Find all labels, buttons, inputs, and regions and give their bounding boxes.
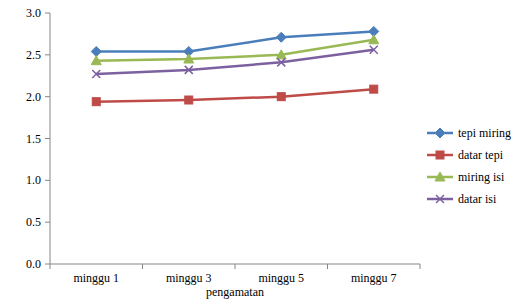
legend-label: miring isi [458, 170, 505, 184]
x-tick-label: minggu 3 [166, 271, 212, 285]
series-marker [276, 32, 286, 42]
series-marker [276, 50, 286, 59]
series-marker [92, 98, 100, 106]
y-tick [45, 264, 50, 265]
x-tick [142, 264, 143, 269]
x-tick-label: minggu 1 [73, 271, 119, 285]
series-line [96, 50, 374, 74]
series-marker [184, 54, 194, 63]
series-marker [370, 46, 378, 54]
y-tick [45, 180, 50, 181]
series-marker [185, 66, 193, 74]
series-marker [369, 35, 379, 44]
y-tick [45, 54, 50, 55]
y-tick-label: 2.0 [26, 90, 41, 104]
x-tick [420, 264, 421, 269]
x-axis-title: pengamatan [206, 285, 264, 299]
series-marker [185, 96, 193, 104]
x-tick-label: minggu 5 [258, 271, 304, 285]
y-tick [45, 222, 50, 223]
y-tick-label: 0.5 [26, 215, 41, 229]
legend: tepi miring datar tepi miring isi datar isi [427, 126, 511, 206]
series-line [96, 31, 374, 51]
legend-marker [436, 151, 444, 159]
legend-marker [436, 195, 444, 203]
legend-label: tepi miring [458, 126, 511, 140]
x-tick [50, 264, 51, 269]
series-line [96, 89, 374, 102]
y-tick-label: 1.0 [26, 173, 41, 187]
series-marker [91, 56, 101, 65]
legend-marker [435, 128, 445, 138]
x-tick [235, 264, 236, 269]
y-tick-label: 1.5 [26, 132, 41, 146]
legend-label: datar tepi [458, 148, 504, 162]
series-marker [277, 58, 285, 66]
y-tick-label: 0.0 [26, 257, 41, 271]
y-tick [45, 138, 50, 139]
y-tick-label: 3.0 [26, 6, 41, 20]
y-tick [45, 13, 50, 14]
legend-label: datar isi [458, 192, 497, 206]
chart: 0.0 0.5 1.0 1.5 2.0 2.5 3.0 minggu 1 minggu 3 min… [0, 0, 526, 301]
x-tick-label: minggu 7 [351, 271, 397, 285]
plot-area [91, 26, 379, 105]
y-tick [45, 96, 50, 97]
series-marker [277, 93, 285, 101]
x-tick [327, 264, 328, 269]
series-line [96, 40, 374, 61]
y-tick-label: 2.5 [26, 48, 41, 62]
series-marker [92, 70, 100, 78]
series-marker [370, 85, 378, 93]
legend-marker [435, 172, 445, 181]
